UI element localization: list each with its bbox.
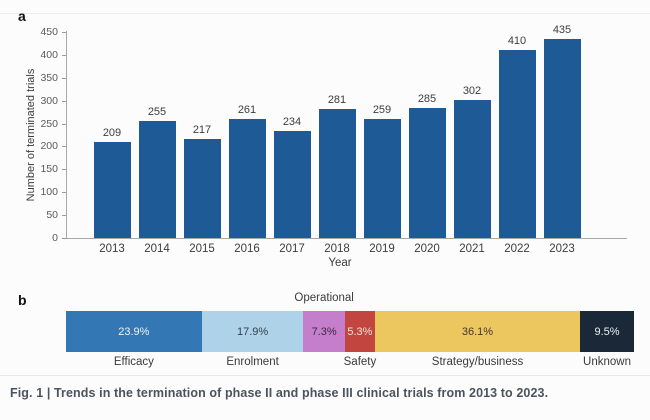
y-tick-label: 400 <box>40 48 58 61</box>
x-tick-label: 2023 <box>549 243 575 255</box>
category-label-unknown: Unknown <box>583 356 631 368</box>
operational-segment-top-label: Operational <box>294 292 354 304</box>
y-tick-label: 350 <box>40 71 58 84</box>
y-tick-label: 200 <box>40 140 58 153</box>
y-tick-mark <box>62 146 66 148</box>
x-tick-label: 2018 <box>324 243 350 255</box>
top-divider-line <box>0 13 650 14</box>
bar-value-label: 281 <box>327 94 347 107</box>
x-tick-label: 2019 <box>369 243 395 255</box>
x-tick-label: 2021 <box>459 243 485 255</box>
y-tick-label: 50 <box>46 209 58 222</box>
bar-2014 <box>138 121 176 238</box>
y-tick-label: 450 <box>40 26 58 38</box>
y-tick-mark <box>62 54 66 56</box>
bar-value-label: 261 <box>237 103 257 116</box>
x-axis-title: Year <box>328 257 352 269</box>
bar-2021 <box>453 99 491 238</box>
y-tick-mark <box>62 32 66 33</box>
y-tick-label: 300 <box>40 94 58 107</box>
x-tick-label: 2020 <box>414 243 440 255</box>
bar-2019 <box>363 119 401 238</box>
y-axis-title: Number of terminated trials <box>25 68 37 202</box>
category-label-strategy-business: Strategy/business <box>431 356 524 368</box>
bottom-divider-line <box>0 375 650 376</box>
y-tick-mark <box>62 100 66 102</box>
segment-unknown: 9.5% <box>580 311 634 352</box>
x-tick-label: 2016 <box>234 243 260 255</box>
bar-value-label: 435 <box>552 23 572 36</box>
category-label-enrolment: Enrolment <box>226 356 279 368</box>
y-tick-label: 0 <box>52 232 58 244</box>
segment-safety: 5.3% <box>344 311 375 352</box>
bar-2018 <box>318 109 356 238</box>
y-tick-mark <box>62 215 66 217</box>
bar-value-label: 259 <box>372 104 392 117</box>
x-tick-label: 2022 <box>504 243 530 255</box>
bar-value-label: 285 <box>417 92 437 105</box>
bar-2013 <box>93 142 131 238</box>
segment-strategy-business: 36.1% <box>374 311 581 352</box>
y-tick-mark <box>62 77 66 79</box>
x-tick-label: 2017 <box>279 243 305 255</box>
segment-operational: 7.3% <box>303 311 345 352</box>
bar-2023 <box>543 38 581 238</box>
segment-efficacy: 23.9% <box>66 311 202 352</box>
bar-2016 <box>228 118 266 238</box>
stacked-bar-termination-reasons: 23.9% 17.9% 7.3% 5.3% 36.1% 9.5% <box>66 311 634 352</box>
x-tick-label: 2015 <box>189 243 215 255</box>
figure-caption: Fig. 1 | Trends in the termination of ph… <box>10 386 549 400</box>
bar-value-label: 255 <box>147 106 167 119</box>
bar-value-label: 234 <box>282 115 302 128</box>
y-tick-mark <box>62 238 66 239</box>
y-tick-mark <box>62 169 66 171</box>
y-tick-mark <box>62 123 66 125</box>
bar-value-label: 217 <box>192 123 212 136</box>
x-axis-line <box>66 238 627 239</box>
y-tick-label: 100 <box>40 186 58 199</box>
category-label-safety: Safety <box>343 356 377 368</box>
y-tick-label: 150 <box>40 163 58 176</box>
x-tick-label: 2014 <box>144 243 170 255</box>
bar-value-label: 302 <box>462 84 482 97</box>
bar-value-label: 410 <box>507 35 527 48</box>
bar-2022 <box>498 50 536 238</box>
category-label-efficacy: Efficacy <box>113 356 154 368</box>
bar-value-label: 209 <box>102 127 122 140</box>
panel-a-label: a <box>18 8 26 24</box>
bar-2017 <box>273 130 311 238</box>
bar-2015 <box>183 138 221 238</box>
y-axis-line <box>66 31 67 239</box>
bar-2020 <box>408 107 446 238</box>
y-tick-mark <box>62 192 66 194</box>
x-tick-label: 2013 <box>99 243 125 255</box>
panel-b-label: b <box>18 292 27 308</box>
segment-enrolment: 17.9% <box>201 311 304 352</box>
y-tick-label: 250 <box>40 117 58 130</box>
